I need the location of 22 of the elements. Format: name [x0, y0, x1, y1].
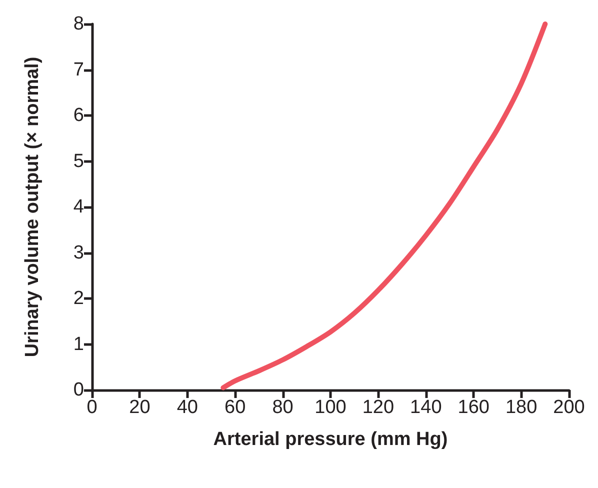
y-tick-label: 0	[73, 380, 84, 400]
x-tick-label: 140	[410, 397, 442, 418]
y-tick-label: 4	[73, 196, 84, 218]
x-tick-label: 40	[176, 397, 198, 418]
x-tick-label: 60	[224, 397, 246, 418]
y-tick-label: 5	[73, 150, 84, 172]
y-tick-label: 7	[73, 59, 84, 80]
y-tick-label: 3	[73, 242, 84, 264]
x-tick-label: 160	[458, 397, 490, 418]
x-tick-label: 20	[129, 397, 150, 418]
y-axis-title: Urinary volume output (× normal)	[22, 56, 43, 358]
y-tick-label: 6	[73, 105, 84, 126]
x-tick-label: 200	[553, 397, 585, 418]
x-tick-label: 0	[86, 397, 98, 418]
y-tick-label: 1	[73, 334, 84, 355]
x-tick-label: 100	[314, 397, 346, 418]
x-tick-label: 80	[272, 397, 294, 418]
x-axis-title: Arterial pressure (mm Hg)	[213, 429, 448, 450]
x-tick-label: 120	[362, 397, 394, 418]
x-tick-label: 180	[505, 397, 538, 418]
y-tick-label: 8	[73, 14, 84, 34]
y-tick-label: 2	[73, 288, 84, 309]
